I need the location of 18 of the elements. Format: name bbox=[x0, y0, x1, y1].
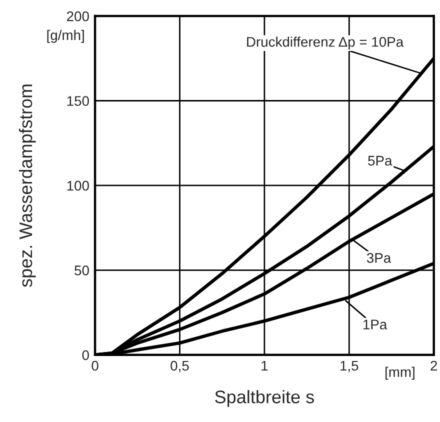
y-tick-label: 100 bbox=[67, 180, 89, 191]
y-tick-label: 50 bbox=[74, 266, 89, 276]
x-tick-label: 2 bbox=[430, 360, 438, 371]
x-tick-label: 0 bbox=[92, 360, 98, 371]
annotation: 1Pa bbox=[363, 320, 388, 330]
text: [mm] bbox=[386, 366, 414, 380]
annotation: 5Pa bbox=[368, 156, 392, 166]
y-axis-title: spez. Wasserdampfstrom bbox=[18, 84, 36, 287]
y-tick-label: 150 bbox=[67, 96, 89, 106]
x-tick-label: 0,5 bbox=[170, 360, 189, 372]
annotation: Druckdifferenz Δp = 10Pa bbox=[247, 36, 404, 50]
text: [g/mh] bbox=[47, 30, 84, 43]
y-tick-label: 200 bbox=[67, 11, 89, 22]
y-tick-label: 0 bbox=[82, 350, 89, 360]
annotation: 3Pa bbox=[366, 253, 392, 263]
x-axis-title: Spaltbreite s bbox=[215, 390, 314, 407]
x-tick-label: 1 bbox=[262, 360, 268, 371]
x-tick-label: 1,5 bbox=[340, 360, 358, 372]
